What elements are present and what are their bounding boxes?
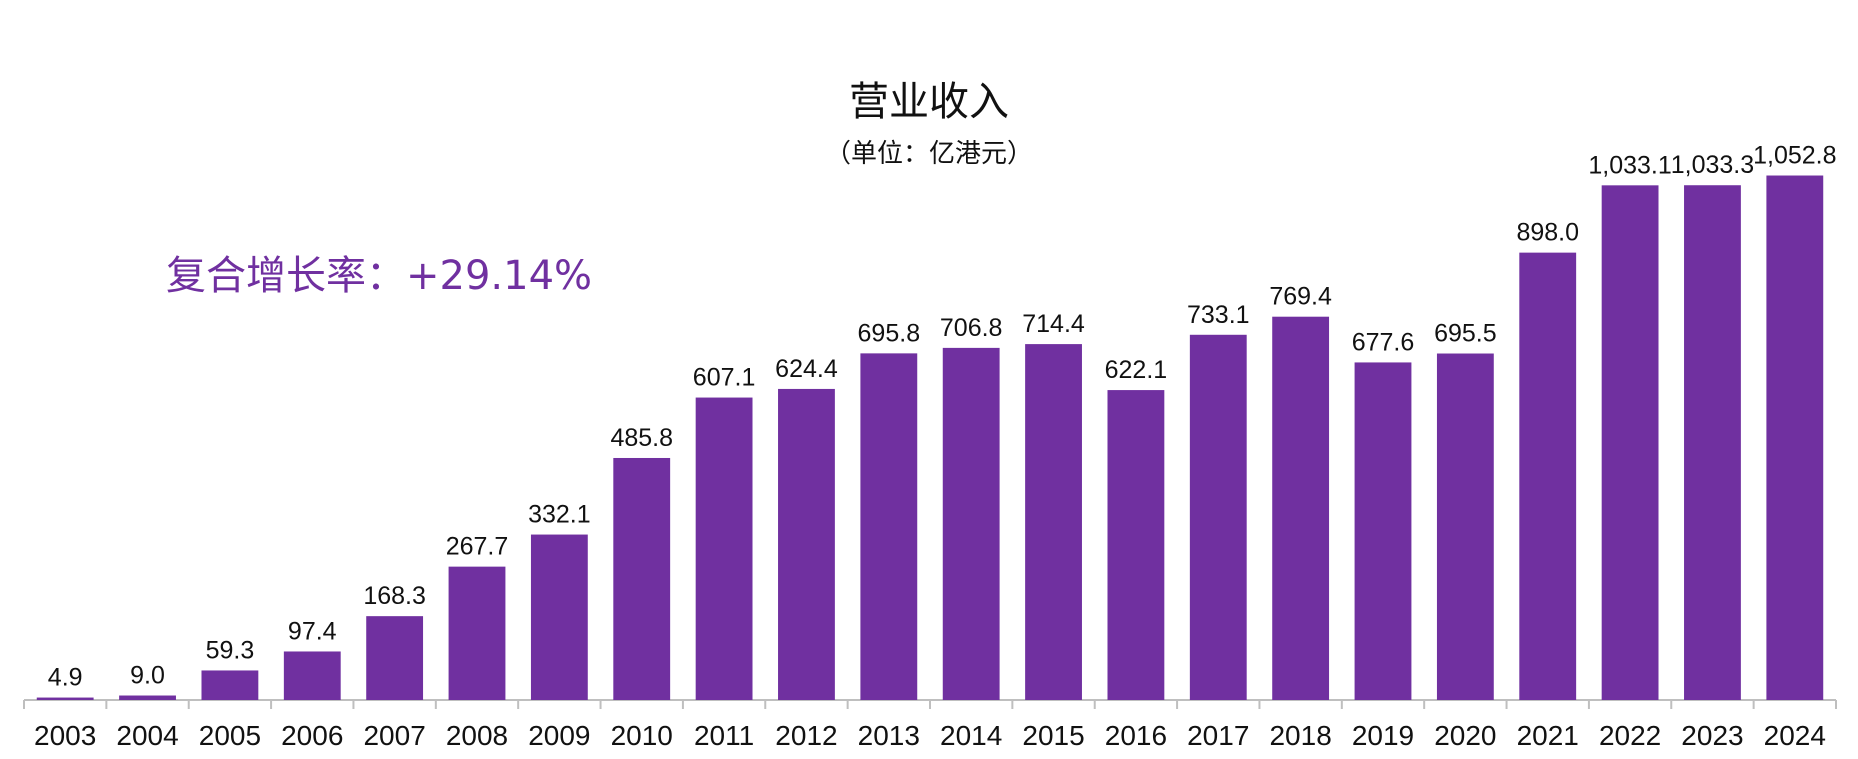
x-tick-label-2024: 2024 [1764,720,1826,751]
data-label-2012: 624.4 [775,355,838,383]
data-label-2016: 622.1 [1105,356,1168,384]
bar-2003 [36,697,94,700]
bar-2011 [695,397,753,700]
bar-2020 [1436,353,1494,700]
data-label-2021: 898.0 [1516,219,1579,247]
x-tick-label-2010: 2010 [611,720,673,751]
bar-2006 [283,651,341,700]
data-label-2015: 714.4 [1022,310,1085,338]
data-label-2010: 485.8 [610,424,673,452]
data-label-2020: 695.5 [1434,320,1497,348]
data-label-2007: 168.3 [363,582,426,610]
bar-2018 [1272,316,1330,700]
bar-2015 [1025,344,1082,700]
data-label-2011: 607.1 [693,364,756,392]
data-label-2014: 706.8 [940,314,1003,342]
data-label-2004: 9.0 [130,662,165,690]
bar-2019 [1354,362,1412,700]
data-label-2023: 1,033.3 [1671,151,1754,179]
x-tick-label-2023: 2023 [1681,720,1743,751]
x-tick-label-2022: 2022 [1599,720,1661,751]
bar-2013 [860,353,918,700]
x-tick-label-2008: 2008 [446,720,508,751]
x-tick-label-2007: 2007 [363,720,425,751]
data-label-2008: 267.7 [446,533,509,561]
x-tick-label-2011: 2011 [694,720,754,751]
x-tick-label-2019: 2019 [1352,720,1414,751]
x-tick-label-2017: 2017 [1187,720,1249,751]
x-tick-label-2021: 2021 [1517,720,1579,751]
bar-2016 [1107,390,1165,700]
x-tick-label-2015: 2015 [1022,720,1084,751]
x-tick-label-2005: 2005 [199,720,261,751]
data-label-2018: 769.4 [1269,283,1332,311]
bar-2017 [1189,334,1247,700]
bar-2005 [201,670,259,700]
bar-2004 [119,695,176,700]
x-tick-label-2004: 2004 [116,720,178,751]
x-tick-label-2014: 2014 [940,720,1002,751]
data-label-2003: 4.9 [48,664,83,692]
data-label-2017: 733.1 [1187,301,1250,329]
bar-2012 [778,388,835,700]
bar-2009 [530,534,588,700]
chart-title: 营业收入 [849,79,1009,125]
data-label-2022: 1,033.1 [1588,151,1671,179]
data-label-2006: 97.4 [288,617,337,645]
data-label-2019: 677.6 [1352,328,1415,356]
x-tick-label-2016: 2016 [1105,720,1167,751]
cagr-annotation: 复合增长率：+29.14% [166,253,593,299]
x-tick-label-2018: 2018 [1269,720,1331,751]
bar-2024 [1766,175,1824,701]
data-label-2005: 59.3 [206,636,255,664]
bar-2007 [366,616,424,700]
bar-2010 [613,457,671,700]
bar-2023 [1684,185,1741,700]
x-tick-label-2020: 2020 [1434,720,1496,751]
x-tick-label-2009: 2009 [528,720,590,751]
bar-2022 [1601,185,1659,700]
data-label-2024: 1,052.8 [1753,142,1836,170]
x-tick-label-2003: 2003 [34,720,96,751]
x-tick-label-2006: 2006 [281,720,343,751]
bar-2014 [942,347,1000,700]
chart-subtitle: （单位：亿港元） [824,139,1033,169]
data-label-2013: 695.8 [858,319,921,347]
data-label-2009: 332.1 [528,501,591,529]
bar-2008 [448,566,506,700]
bar-2021 [1519,252,1577,700]
x-tick-label-2012: 2012 [775,720,837,751]
x-tick-label-2013: 2013 [858,720,920,751]
